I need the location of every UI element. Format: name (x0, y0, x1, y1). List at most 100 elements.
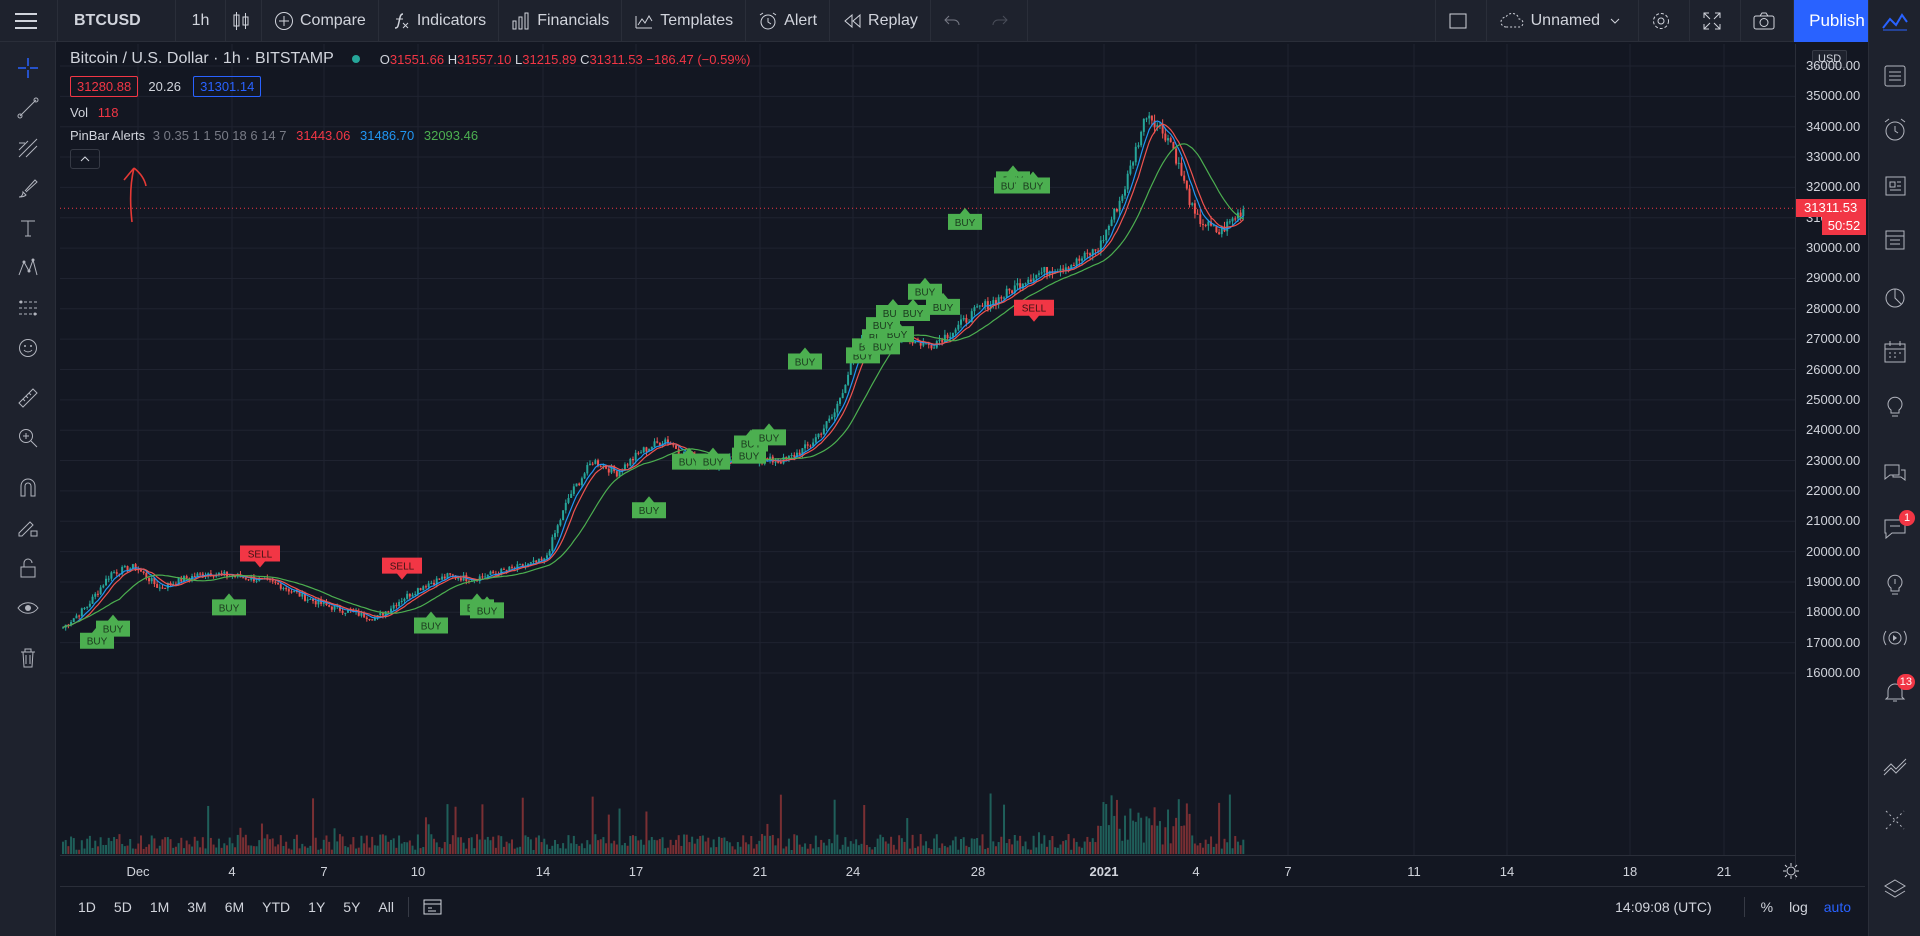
volume-bar (720, 837, 723, 854)
publish-button[interactable]: Publish (1794, 0, 1880, 42)
candle-body (271, 580, 274, 582)
auto-scale-toggle[interactable]: auto (1823, 898, 1851, 915)
volume-bar (62, 841, 64, 854)
range-button-5y[interactable]: 5Y (343, 898, 361, 915)
layers-button[interactable] (1881, 876, 1909, 904)
calendar-button[interactable] (1881, 338, 1909, 366)
clock[interactable]: 14:09:08 (UTC) (1615, 898, 1712, 915)
volume-bar (303, 846, 306, 854)
chart-style-button[interactable] (226, 0, 262, 42)
trading-panel-button[interactable] (1881, 752, 1909, 780)
compare-button[interactable]: Compare (262, 0, 379, 42)
range-button-5d[interactable]: 5D (113, 898, 132, 915)
volume-bar (212, 844, 215, 854)
fib-tool[interactable] (14, 134, 42, 162)
candle-body (833, 412, 836, 418)
range-button-6m[interactable]: 6M (224, 898, 245, 915)
layout-select-button[interactable] (1434, 0, 1487, 42)
spread-value: 20.26 (148, 79, 181, 94)
go-to-date-icon[interactable] (1782, 862, 1800, 880)
log-toggle[interactable]: log (1789, 898, 1808, 915)
menu-button[interactable] (0, 0, 58, 42)
range-button-1m[interactable]: 1M (149, 898, 170, 915)
measure-tool[interactable] (14, 384, 42, 412)
percent-toggle[interactable]: % (1760, 898, 1774, 915)
volume-bar (876, 838, 879, 854)
lock-drawings[interactable] (14, 554, 42, 582)
news-button[interactable] (1881, 172, 1909, 200)
notifications-button[interactable]: 13 (1881, 674, 1915, 706)
undo-button[interactable] (931, 0, 979, 42)
chats-button[interactable] (1881, 460, 1909, 488)
volume-label[interactable]: Vol (70, 105, 89, 120)
ideas-button[interactable] (1881, 392, 1909, 420)
range-button-1d[interactable]: 1D (78, 898, 96, 915)
stay-in-drawing-mode[interactable] (14, 514, 42, 542)
volume-bar (349, 844, 352, 854)
streams-button[interactable] (1881, 624, 1909, 652)
brush-tool[interactable] (14, 174, 42, 202)
settings-button[interactable] (1639, 0, 1690, 42)
hotlists-button[interactable] (1881, 284, 1909, 312)
gear-icon (1653, 12, 1669, 29)
collapse-legend-button[interactable] (70, 149, 100, 169)
symbol-search[interactable]: BTCUSD (58, 0, 176, 42)
replay-button[interactable]: Replay (830, 0, 931, 42)
dom-button[interactable] (1881, 806, 1909, 834)
time-axis[interactable]: Dec 4 7 10 14 17 21 24 28 2021 4 7 11 14 18 21 (60, 855, 1799, 885)
chart-pane[interactable]: BUY BUY BUY BUY BUY BUY BUY BUY BUY BUY BUY BUY BUY B… (60, 44, 1863, 924)
indicators-button[interactable]: Indicators (379, 0, 500, 42)
templates-button[interactable]: Templates (622, 0, 747, 42)
date-range-icon[interactable] (423, 898, 443, 916)
range-button-1y[interactable]: 1Y (308, 898, 326, 915)
remove-drawings[interactable] (14, 644, 42, 672)
tips-button[interactable] (1881, 570, 1909, 598)
buy-price-box[interactable]: 31301.14 (193, 76, 262, 97)
redo-button[interactable] (979, 0, 1028, 42)
chevron-up-icon (80, 156, 90, 162)
icon-tool[interactable] (14, 334, 42, 362)
zoom-tool[interactable] (14, 424, 42, 452)
volume-bar (970, 838, 973, 854)
data-window-button[interactable] (1881, 226, 1909, 254)
price-axis[interactable]: USD 36000.00 35000.00 34000.00 33000.00 3200… (1795, 44, 1866, 880)
private-chats-button[interactable]: 1 (1881, 510, 1915, 542)
prediction-tool[interactable] (14, 294, 42, 322)
volume-bar (1037, 832, 1040, 854)
tradingview-logo[interactable] (1881, 6, 1909, 34)
watchlist-button[interactable] (1881, 62, 1909, 90)
sell-price-box[interactable]: 31280.88 (70, 76, 139, 97)
candle-body (1177, 162, 1180, 164)
range-button-3m[interactable]: 3M (187, 898, 207, 915)
volume-bar (978, 845, 981, 854)
volume-bar (820, 839, 823, 854)
crosshair-tool[interactable] (14, 54, 42, 82)
dom-icon (1885, 810, 1905, 830)
low-label: L (515, 51, 523, 67)
fullscreen-button[interactable] (1690, 0, 1741, 42)
trend-line-tool[interactable] (14, 94, 42, 122)
snapshot-button[interactable] (1741, 0, 1794, 42)
financials-button[interactable]: Financials (499, 0, 623, 42)
symbol-title[interactable]: Bitcoin / U.S. Dollar · 1h · BITSTAMP (70, 50, 334, 67)
candle-body (1220, 227, 1223, 235)
volume-bar (798, 844, 801, 854)
pattern-tool[interactable] (14, 254, 42, 282)
alert-button[interactable]: Alert (746, 0, 831, 42)
magnet-tool[interactable] (14, 474, 42, 502)
volume-bar (742, 835, 745, 854)
candle-body (459, 578, 462, 581)
currency-button[interactable]: USD (1812, 50, 1848, 68)
range-button-ytd[interactable]: YTD (262, 898, 291, 915)
interval-button[interactable]: 1h (176, 0, 226, 42)
indicator-name[interactable]: PinBar Alerts (70, 128, 146, 143)
candle-body (812, 442, 815, 446)
layout-name-button[interactable]: Unnamed (1487, 0, 1639, 42)
volume-bar (973, 838, 976, 854)
text-tool[interactable] (14, 214, 42, 242)
range-button-all[interactable]: All (378, 898, 394, 915)
volume-bar (882, 837, 885, 854)
hide-drawings[interactable] (14, 594, 42, 622)
alerts-panel-button[interactable] (1881, 116, 1909, 144)
